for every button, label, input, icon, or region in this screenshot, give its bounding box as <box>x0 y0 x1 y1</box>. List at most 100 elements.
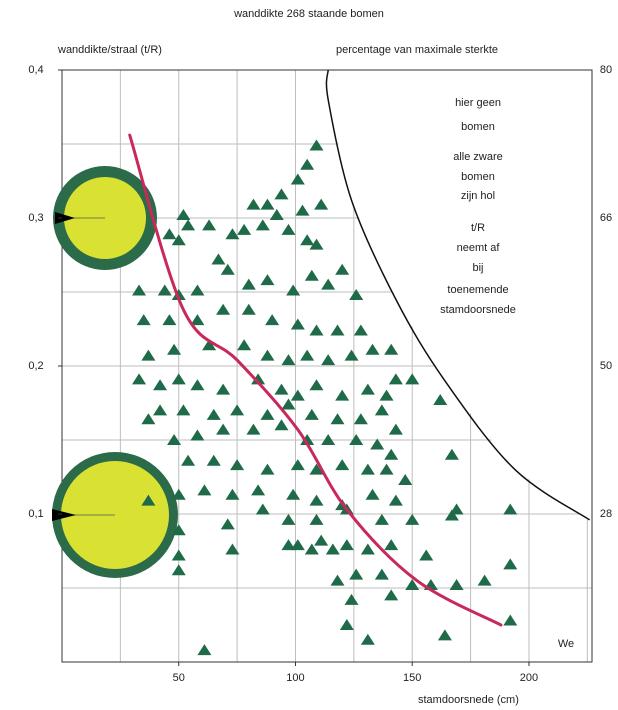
tree-point <box>503 615 517 626</box>
y2-tick-label: 28 <box>600 508 612 520</box>
tree-point <box>389 373 403 384</box>
chart: wanddikte 268 staande bomen wanddikte/st… <box>0 0 618 710</box>
tree-point <box>197 644 211 655</box>
tree-point <box>309 514 323 525</box>
tree-point <box>270 209 284 220</box>
tree-point <box>172 373 186 384</box>
tree-point <box>242 304 256 315</box>
tree-point <box>260 350 274 361</box>
x-tick-label: 200 <box>520 672 538 684</box>
tree-point <box>207 455 221 466</box>
tree-point <box>216 304 230 315</box>
tree-point <box>361 384 375 395</box>
annotation: stamdoorsnede <box>440 304 516 316</box>
y-tick-label: 0,3 <box>28 212 43 224</box>
tree-point <box>162 228 176 239</box>
tree-point <box>216 424 230 435</box>
annotation: bomen <box>461 171 495 183</box>
tree-point <box>291 539 305 550</box>
tree-point <box>309 324 323 335</box>
tree-point <box>503 558 517 569</box>
tree-point <box>281 514 295 525</box>
tree-point <box>321 279 335 290</box>
tree-point <box>291 174 305 185</box>
tree-point <box>291 459 305 470</box>
tree-point <box>251 484 265 495</box>
tree-point <box>172 549 186 560</box>
tree-point <box>300 350 314 361</box>
tree-point <box>375 569 389 580</box>
tree-point <box>326 544 340 555</box>
tree-point <box>321 354 335 365</box>
tree-point <box>450 504 464 515</box>
x-tick-label: 150 <box>403 672 421 684</box>
tree-point <box>260 274 274 285</box>
tree-point <box>384 589 398 600</box>
tree-point <box>141 350 155 361</box>
tree-point <box>354 324 368 335</box>
tree-point <box>340 619 354 630</box>
tree-point <box>389 495 403 506</box>
tree-point <box>286 489 300 500</box>
tree-point <box>237 224 251 235</box>
tree-point <box>375 404 389 415</box>
tree-point <box>450 579 464 590</box>
tree-point <box>242 279 256 290</box>
tree-point <box>230 404 244 415</box>
tree-point <box>256 219 270 230</box>
tree-point <box>230 459 244 470</box>
annotation: bij <box>472 262 483 274</box>
tree-point <box>181 455 195 466</box>
tree-point <box>335 390 349 401</box>
tree-point <box>331 324 345 335</box>
tree-point <box>389 424 403 435</box>
chart-title: wanddikte 268 staande bomen <box>233 8 384 20</box>
tree-point <box>256 504 270 515</box>
tree-point <box>335 459 349 470</box>
tree-point <box>384 539 398 550</box>
annotation: zijn hol <box>461 190 495 202</box>
tree-point <box>405 373 419 384</box>
tree-point <box>190 285 204 296</box>
tree-point <box>305 270 319 281</box>
tree-point <box>380 390 394 401</box>
corner-label: We <box>558 638 574 650</box>
tree-point <box>300 234 314 245</box>
y-axis-label: wanddikte/straal (t/R) <box>57 44 162 56</box>
tree-point <box>314 535 328 546</box>
x-tick-label: 100 <box>286 672 304 684</box>
tree-point <box>309 379 323 390</box>
tree-point <box>361 464 375 475</box>
tree-point <box>309 139 323 150</box>
tree-point <box>141 413 155 424</box>
y-tick-label: 0,2 <box>28 360 43 372</box>
tree-point <box>300 159 314 170</box>
tree-point <box>274 419 288 430</box>
tree-point <box>153 404 167 415</box>
x-axis-label: stamdoorsnede (cm) <box>418 694 519 706</box>
tree-point <box>158 285 172 296</box>
tree-point <box>291 319 305 330</box>
x-tick-label: 50 <box>173 672 185 684</box>
tree-point <box>265 314 279 325</box>
tree-point <box>366 344 380 355</box>
tree-point <box>305 409 319 420</box>
annotation: alle zware <box>453 151 503 163</box>
tree-point <box>503 504 517 515</box>
tree-point <box>132 373 146 384</box>
tree-point <box>202 219 216 230</box>
tree-point <box>162 314 176 325</box>
y2-tick-label: 50 <box>600 360 612 372</box>
tree-point <box>375 514 389 525</box>
tree-point <box>380 464 394 475</box>
tree-point <box>331 413 345 424</box>
tree-point <box>221 264 235 275</box>
tree-point <box>384 344 398 355</box>
tree-point <box>260 409 274 420</box>
tree-point <box>419 549 433 560</box>
tree-point <box>281 224 295 235</box>
tree-point <box>345 594 359 605</box>
tree-point <box>237 339 251 350</box>
tree-point <box>295 205 309 216</box>
y2-tick-label: 66 <box>600 212 612 224</box>
